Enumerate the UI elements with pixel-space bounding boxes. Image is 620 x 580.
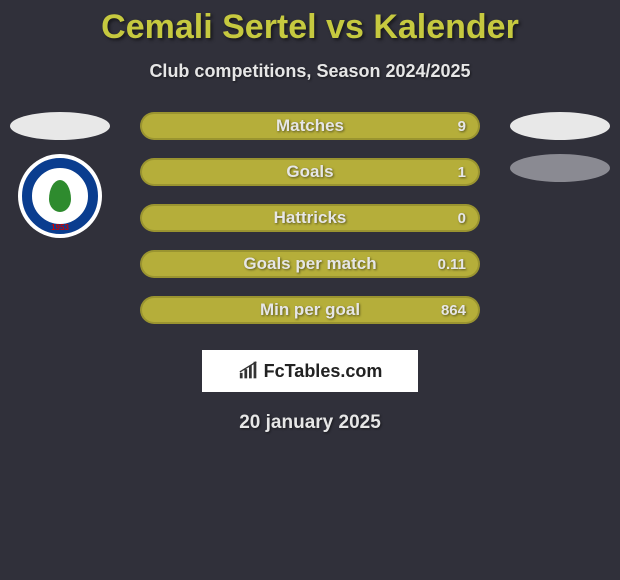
stat-row: Min per goal 864 — [140, 296, 480, 324]
site-logo[interactable]: FcTables.com — [202, 350, 418, 392]
stat-value: 864 — [441, 302, 466, 319]
stat-value: 9 — [458, 118, 466, 135]
snapshot-date: 20 january 2025 — [0, 412, 620, 434]
left-player-column: 1953 — [0, 112, 120, 238]
stat-label: Goals per match — [243, 254, 376, 274]
club-photo-placeholder — [510, 154, 610, 182]
stat-label: Goals — [286, 162, 333, 182]
stat-value: 0 — [458, 210, 466, 227]
page-title: Cemali Sertel vs Kalender — [0, 0, 620, 47]
stat-label: Hattricks — [274, 208, 347, 228]
stat-value: 1 — [458, 164, 466, 181]
stats-list: Matches 9 Goals 1 Hattricks 0 Goals per match 0… — [140, 112, 480, 324]
bar-chart-icon — [238, 360, 260, 382]
player-photo-placeholder — [510, 112, 610, 140]
stat-row: Matches 9 — [140, 112, 480, 140]
stat-label: Min per goal — [260, 300, 360, 320]
stat-value: 0.11 — [438, 256, 466, 273]
stat-row: Goals 1 — [140, 158, 480, 186]
comparison-content: 1953 Matches 9 Goals 1 Hattricks 0 Goals per m… — [0, 112, 620, 434]
club-year: 1953 — [51, 223, 69, 232]
stat-label: Matches — [276, 116, 344, 136]
right-player-column — [500, 112, 620, 182]
stat-row: Hattricks 0 — [140, 204, 480, 232]
site-logo-text: FcTables.com — [264, 361, 383, 382]
player-photo-placeholder — [10, 112, 110, 140]
stat-row: Goals per match 0.11 — [140, 250, 480, 278]
club-badge: 1953 — [18, 154, 102, 238]
subtitle: Club competitions, Season 2024/2025 — [0, 61, 620, 82]
